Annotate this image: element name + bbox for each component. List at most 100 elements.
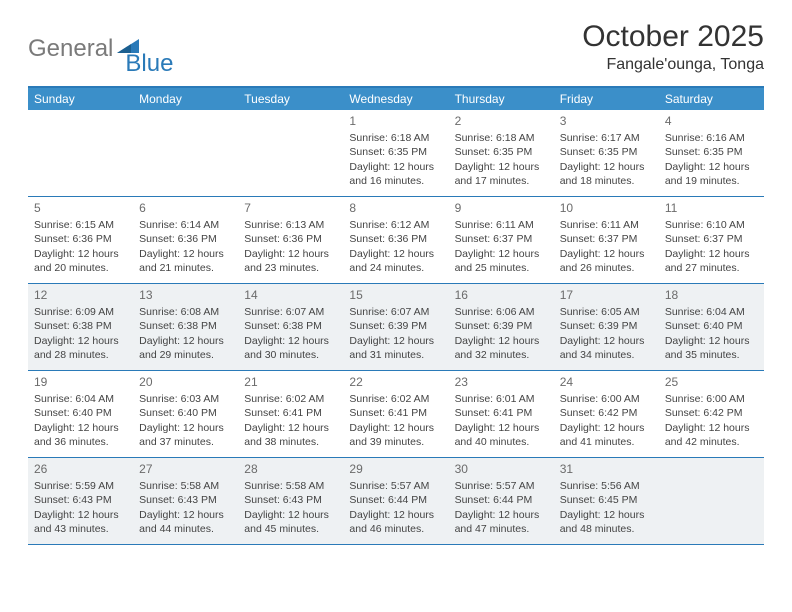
day-cell: 30Sunrise: 5:57 AMSunset: 6:44 PMDayligh…: [449, 458, 554, 544]
day-cell: 26Sunrise: 5:59 AMSunset: 6:43 PMDayligh…: [28, 458, 133, 544]
sunrise-text: Sunrise: 6:05 AM: [560, 305, 653, 319]
day-cell: 14Sunrise: 6:07 AMSunset: 6:38 PMDayligh…: [238, 284, 343, 370]
day-number: 31: [560, 461, 653, 477]
daylight-text: Daylight: 12 hours and 45 minutes.: [244, 508, 337, 536]
sunrise-text: Sunrise: 6:07 AM: [244, 305, 337, 319]
sunrise-text: Sunrise: 6:01 AM: [455, 392, 548, 406]
sunset-text: Sunset: 6:36 PM: [349, 232, 442, 246]
sunset-text: Sunset: 6:44 PM: [455, 493, 548, 507]
day-number: 12: [34, 287, 127, 303]
day-number: 9: [455, 200, 548, 216]
sunrise-text: Sunrise: 6:18 AM: [455, 131, 548, 145]
day-cell: 20Sunrise: 6:03 AMSunset: 6:40 PMDayligh…: [133, 371, 238, 457]
sunrise-text: Sunrise: 6:10 AM: [665, 218, 758, 232]
day-number: 19: [34, 374, 127, 390]
day-cell: 10Sunrise: 6:11 AMSunset: 6:37 PMDayligh…: [554, 197, 659, 283]
day-number: 3: [560, 113, 653, 129]
sunrise-text: Sunrise: 6:09 AM: [34, 305, 127, 319]
sunset-text: Sunset: 6:45 PM: [560, 493, 653, 507]
day-cell: 1Sunrise: 6:18 AMSunset: 6:35 PMDaylight…: [343, 110, 448, 196]
logo-text-gray: General: [28, 35, 113, 63]
sunrise-text: Sunrise: 6:14 AM: [139, 218, 232, 232]
sunset-text: Sunset: 6:42 PM: [560, 406, 653, 420]
month-title: October 2025: [582, 20, 764, 54]
day-number: 23: [455, 374, 548, 390]
sunrise-text: Sunrise: 6:16 AM: [665, 131, 758, 145]
sunset-text: Sunset: 6:39 PM: [349, 319, 442, 333]
daylight-text: Daylight: 12 hours and 35 minutes.: [665, 334, 758, 362]
sunset-text: Sunset: 6:39 PM: [560, 319, 653, 333]
daylight-text: Daylight: 12 hours and 24 minutes.: [349, 247, 442, 275]
day-cell: 17Sunrise: 6:05 AMSunset: 6:39 PMDayligh…: [554, 284, 659, 370]
day-cell: [28, 110, 133, 196]
daylight-text: Daylight: 12 hours and 17 minutes.: [455, 160, 548, 188]
day-cell: 19Sunrise: 6:04 AMSunset: 6:40 PMDayligh…: [28, 371, 133, 457]
day-number: 27: [139, 461, 232, 477]
daylight-text: Daylight: 12 hours and 31 minutes.: [349, 334, 442, 362]
day-cell: [659, 458, 764, 544]
sunset-text: Sunset: 6:40 PM: [665, 319, 758, 333]
sunset-text: Sunset: 6:41 PM: [455, 406, 548, 420]
daylight-text: Daylight: 12 hours and 46 minutes.: [349, 508, 442, 536]
day-cell: 18Sunrise: 6:04 AMSunset: 6:40 PMDayligh…: [659, 284, 764, 370]
day-number: 18: [665, 287, 758, 303]
sunset-text: Sunset: 6:44 PM: [349, 493, 442, 507]
week-row: 5Sunrise: 6:15 AMSunset: 6:36 PMDaylight…: [28, 197, 764, 284]
daylight-text: Daylight: 12 hours and 18 minutes.: [560, 160, 653, 188]
sunset-text: Sunset: 6:40 PM: [139, 406, 232, 420]
sunrise-text: Sunrise: 6:07 AM: [349, 305, 442, 319]
sunset-text: Sunset: 6:41 PM: [349, 406, 442, 420]
location-label: Fangale'ounga, Tonga: [582, 56, 764, 74]
sunset-text: Sunset: 6:39 PM: [455, 319, 548, 333]
sunset-text: Sunset: 6:35 PM: [349, 145, 442, 159]
day-number: 11: [665, 200, 758, 216]
daylight-text: Daylight: 12 hours and 37 minutes.: [139, 421, 232, 449]
day-header: Sunday: [28, 88, 133, 110]
sunset-text: Sunset: 6:43 PM: [139, 493, 232, 507]
day-cell: [133, 110, 238, 196]
sunrise-text: Sunrise: 6:11 AM: [560, 218, 653, 232]
day-cell: 21Sunrise: 6:02 AMSunset: 6:41 PMDayligh…: [238, 371, 343, 457]
day-cell: 5Sunrise: 6:15 AMSunset: 6:36 PMDaylight…: [28, 197, 133, 283]
sunset-text: Sunset: 6:35 PM: [455, 145, 548, 159]
day-cell: 3 Sunrise: 6:17 AMSunset: 6:35 PMDaylight…: [554, 110, 659, 196]
day-number: 30: [455, 461, 548, 477]
sunrise-text: Sunrise: 6:15 AM: [34, 218, 127, 232]
day-cell: 23Sunrise: 6:01 AMSunset: 6:41 PMDayligh…: [449, 371, 554, 457]
daylight-text: Daylight: 12 hours and 27 minutes.: [665, 247, 758, 275]
weeks-container: 1Sunrise: 6:18 AMSunset: 6:35 PMDaylight…: [28, 110, 764, 545]
sunset-text: Sunset: 6:37 PM: [665, 232, 758, 246]
calendar: Sunday Monday Tuesday Wednesday Thursday…: [28, 86, 764, 545]
sunset-text: Sunset: 6:36 PM: [139, 232, 232, 246]
day-cell: 29 Sunrise: 5:57 AMSunset: 6:44 PMDayligh…: [343, 458, 448, 544]
day-number: 17: [560, 287, 653, 303]
sunrise-text: Sunrise: 6:00 AM: [665, 392, 758, 406]
day-number: 15: [349, 287, 442, 303]
daylight-text: Daylight: 12 hours and 26 minutes.: [560, 247, 653, 275]
day-number: 29: [349, 461, 442, 477]
day-number: 4: [665, 113, 758, 129]
day-cell: [238, 110, 343, 196]
daylight-text: Daylight: 12 hours and 28 minutes.: [34, 334, 127, 362]
day-cell: 6Sunrise: 6:14 AMSunset: 6:36 PMDaylight…: [133, 197, 238, 283]
day-cell: 12Sunrise: 6:09 AMSunset: 6:38 PMDayligh…: [28, 284, 133, 370]
calendar-page: General Blue October 2025 Fangale'ounga,…: [0, 0, 792, 555]
sunrise-text: Sunrise: 6:17 AM: [560, 131, 653, 145]
daylight-text: Daylight: 12 hours and 43 minutes.: [34, 508, 127, 536]
daylight-text: Daylight: 12 hours and 30 minutes.: [244, 334, 337, 362]
day-number: 7: [244, 200, 337, 216]
sunset-text: Sunset: 6:43 PM: [244, 493, 337, 507]
day-cell: 11 Sunrise: 6:10 AMSunset: 6:37 PMDayligh…: [659, 197, 764, 283]
day-header-row: Sunday Monday Tuesday Wednesday Thursday…: [28, 88, 764, 110]
day-number: 5: [34, 200, 127, 216]
sunset-text: Sunset: 6:36 PM: [34, 232, 127, 246]
daylight-text: Daylight: 12 hours and 16 minutes.: [349, 160, 442, 188]
sunrise-text: Sunrise: 5:59 AM: [34, 479, 127, 493]
sunrise-text: Sunrise: 5:57 AM: [349, 479, 442, 493]
sunset-text: Sunset: 6:43 PM: [34, 493, 127, 507]
sunset-text: Sunset: 6:35 PM: [560, 145, 653, 159]
sunset-text: Sunset: 6:42 PM: [665, 406, 758, 420]
logo-text-blue: Blue: [125, 50, 173, 78]
day-number: 6: [139, 200, 232, 216]
daylight-text: Daylight: 12 hours and 42 minutes.: [665, 421, 758, 449]
